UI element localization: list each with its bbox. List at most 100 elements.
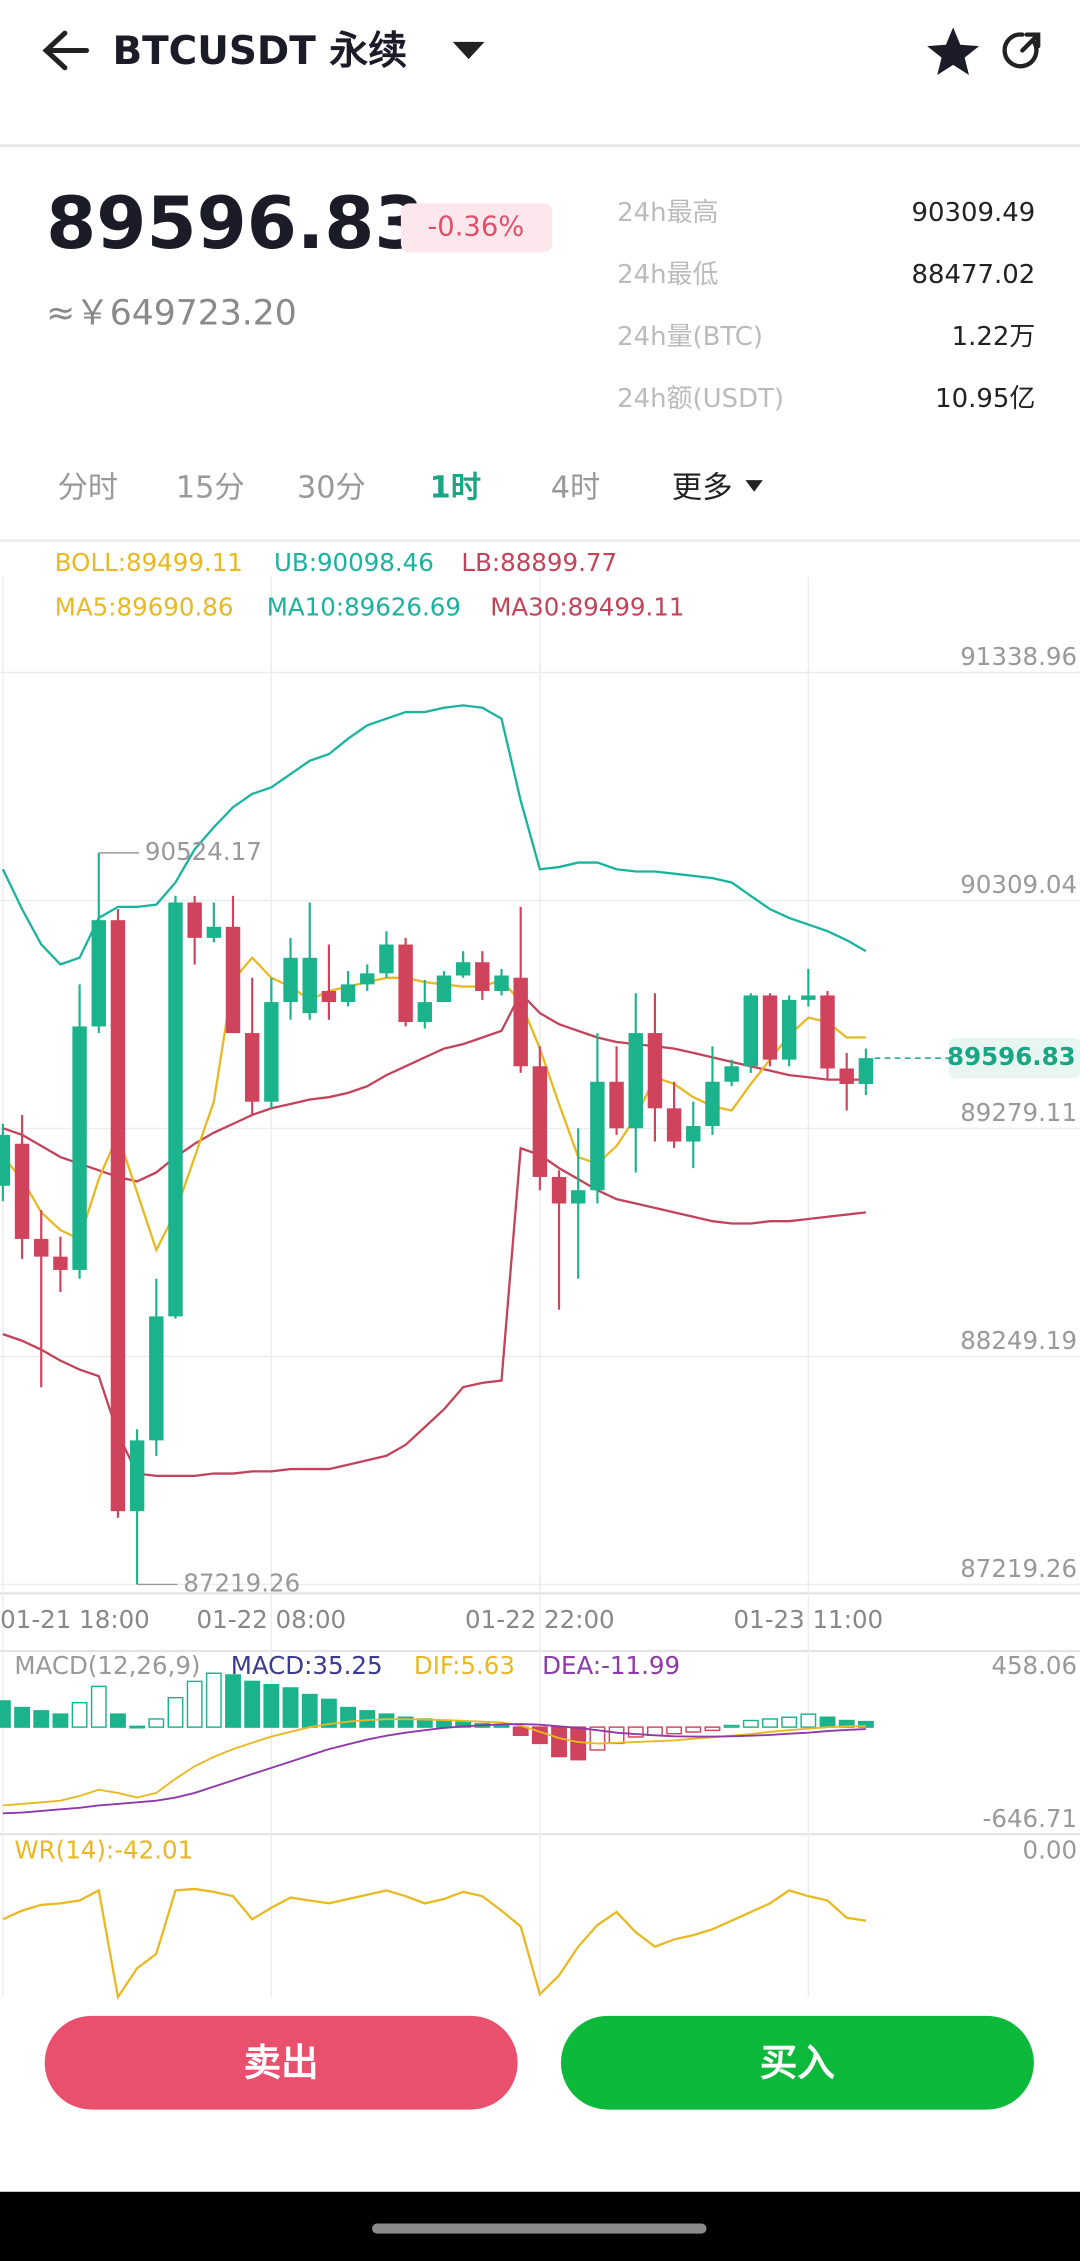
candle-body: [590, 1081, 605, 1191]
legend-entry: MA5:89690.86: [55, 593, 234, 622]
stat-value: 90309.49: [912, 198, 1036, 228]
x-tick-label: 01-23 11:00: [734, 1605, 884, 1634]
candle-body: [91, 920, 106, 1027]
candle-body: [513, 977, 528, 1067]
macd-bar: [282, 1687, 299, 1728]
interval-tab[interactable]: 4时: [551, 470, 601, 505]
stat-label: 24h额(USDT): [617, 384, 784, 414]
macd-bar: [857, 1720, 874, 1728]
x-tick-label: 01-21 18:00: [0, 1605, 150, 1634]
candle-body: [34, 1238, 49, 1257]
candle-body: [628, 1033, 643, 1129]
candle-body: [244, 1033, 260, 1102]
macd-bar: [742, 1719, 759, 1728]
sell-label[interactable]: 卖出: [244, 2040, 319, 2084]
candle-body: [321, 991, 337, 1003]
macd-line: [2, 1723, 866, 1815]
sell-button[interactable]: [44, 2015, 518, 2110]
candle-body: [801, 995, 816, 1000]
symbol-dropdown[interactable]: [452, 41, 485, 60]
macd-bar: [627, 1726, 644, 1738]
stat-value: 88477.02: [912, 260, 1036, 290]
macd-bar: [551, 1726, 567, 1758]
y-tick-label: 458.06: [991, 1651, 1077, 1680]
macd-bar: [225, 1674, 241, 1728]
macd-bar: [704, 1726, 721, 1732]
candle-body: [781, 999, 797, 1060]
macd-bar: [685, 1726, 702, 1733]
macd-bar: [14, 1706, 30, 1728]
buy-label[interactable]: 买入: [760, 2040, 835, 2084]
indicator-line: [2, 1146, 867, 1477]
charts: 24h最高 90309.49 24h最低 88477.02 24h量(BTC) 1.22万…: [0, 198, 1080, 2001]
candle-body: [839, 1068, 854, 1084]
macd-bar: [570, 1726, 587, 1761]
macd-bar: [301, 1693, 318, 1728]
legend-entry: WR(14):-42.01: [14, 1835, 193, 1864]
macd-bar: [186, 1680, 203, 1728]
y-tick-label: 91338.96: [960, 642, 1077, 671]
candle-body: [666, 1108, 682, 1142]
candle-body: [187, 902, 202, 938]
candle-body: [858, 1058, 874, 1084]
candle-body: [283, 957, 298, 1003]
favorite-star[interactable]: [927, 27, 980, 75]
candle-body: [149, 1316, 164, 1441]
candle-body: [360, 973, 375, 985]
interval-tab[interactable]: 30分: [297, 470, 366, 505]
candle-body: [398, 944, 413, 1022]
x-tick-label: 01-22 08:00: [197, 1605, 347, 1634]
share-button[interactable]: [1002, 32, 1041, 69]
candle-body: [340, 984, 356, 1003]
y-tick-label: -646.71: [983, 1804, 1078, 1833]
change-percent: -0.36%: [427, 211, 524, 242]
interval-tab-active[interactable]: 1时: [430, 470, 481, 505]
candle-body: [724, 1066, 739, 1082]
more-caret: [745, 480, 763, 492]
macd-bar: [0, 1700, 11, 1728]
y-tick-label: 88249.19: [960, 1326, 1077, 1355]
interval-tab[interactable]: 15分: [176, 470, 245, 505]
macd-bar: [378, 1713, 395, 1728]
macd-bar: [493, 1724, 510, 1728]
macd-bar: [608, 1726, 625, 1745]
candle-body: [225, 926, 241, 1034]
candle-body: [0, 1134, 11, 1186]
macd-bar: [762, 1718, 778, 1728]
cny-price: ≈￥649723.20: [46, 293, 297, 333]
candle-body: [14, 1143, 30, 1239]
y-tick-label: 90309.04: [960, 870, 1077, 899]
stat-label: 24h最低: [617, 260, 718, 290]
legend-entry: UB:90098.46: [274, 548, 434, 577]
last-price: 89596.83: [46, 182, 424, 266]
legend-entry: LB:88899.77: [461, 548, 617, 577]
macd-bar: [110, 1713, 126, 1728]
wr-line: [2, 1887, 867, 2001]
interval-tab[interactable]: 分时: [58, 470, 119, 505]
more-tab[interactable]: 更多: [672, 470, 733, 505]
legend-entry: MACD:35.25: [231, 1651, 383, 1680]
macd-bar: [129, 1725, 146, 1729]
candle-body: [762, 995, 778, 1060]
home-indicator[interactable]: [372, 2223, 707, 2234]
legend-entry: MA30:89499.11: [490, 593, 684, 622]
last-price-label: 89596.83: [947, 1042, 1076, 1071]
macd-bar: [90, 1685, 107, 1728]
candle-body: [436, 975, 452, 1003]
candle-body: [743, 995, 759, 1067]
back-button[interactable]: [42, 30, 90, 71]
candle-body: [475, 962, 490, 992]
macd-bar: [33, 1710, 50, 1728]
candle-body: [609, 1081, 624, 1129]
indicator-line: [2, 956, 866, 1254]
candle-body: [53, 1256, 68, 1270]
candle-body: [264, 1002, 279, 1102]
candle-body: [72, 1026, 87, 1270]
buy-button[interactable]: [560, 2015, 1034, 2110]
symbol-title: BTCUSDT 永续: [112, 29, 407, 74]
candle-body: [532, 1066, 548, 1177]
macd-bar: [320, 1698, 337, 1728]
change-badge: [400, 203, 553, 253]
